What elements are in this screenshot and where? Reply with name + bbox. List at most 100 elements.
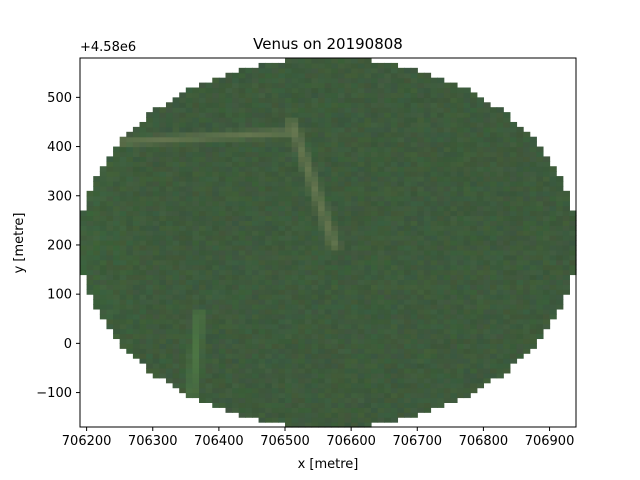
raster-pixel <box>159 308 167 315</box>
raster-pixel <box>331 146 339 153</box>
raster-pixel <box>417 377 425 384</box>
raster-pixel <box>146 200 154 207</box>
raster-pixel <box>357 387 365 394</box>
raster-pixel <box>364 412 372 418</box>
raster-pixel <box>291 121 299 128</box>
raster-pixel <box>192 338 200 344</box>
raster-pixel <box>318 82 326 89</box>
raster-pixel <box>285 67 293 74</box>
raster-pixel <box>397 102 405 108</box>
raster-pixel <box>542 240 551 246</box>
raster-pixel <box>364 249 372 256</box>
raster-pixel <box>298 407 306 413</box>
raster-pixel <box>370 176 379 182</box>
raster-pixel <box>86 225 94 231</box>
raster-pixel <box>318 205 326 212</box>
raster-pixel <box>370 343 379 349</box>
raster-pixel <box>238 363 246 369</box>
raster-pixel <box>470 161 478 167</box>
raster-pixel <box>93 294 101 300</box>
raster-pixel <box>450 156 458 162</box>
raster-pixel <box>311 136 319 143</box>
raster-pixel <box>390 210 399 217</box>
raster-pixel <box>265 338 273 344</box>
raster-pixel <box>298 367 306 374</box>
raster-pixel <box>199 294 207 300</box>
raster-pixel <box>536 323 544 330</box>
raster-pixel <box>351 313 359 320</box>
raster-pixel <box>126 328 134 335</box>
raster-pixel <box>364 318 372 325</box>
raster-pixel <box>251 397 260 403</box>
raster-pixel <box>397 338 405 344</box>
raster-pixel <box>298 151 306 157</box>
raster-pixel <box>212 348 220 354</box>
raster-pixel <box>106 235 114 241</box>
raster-pixel <box>417 333 425 340</box>
raster-pixel <box>205 274 213 280</box>
raster-pixel <box>199 333 207 340</box>
raster-pixel <box>344 230 352 236</box>
raster-pixel <box>483 126 491 133</box>
raster-pixel <box>357 185 365 192</box>
raster-pixel <box>503 279 511 285</box>
raster-pixel <box>152 205 160 212</box>
raster-pixel <box>152 161 160 167</box>
raster-pixel <box>218 338 227 344</box>
raster-pixel <box>251 82 260 89</box>
raster-pixel <box>159 323 167 330</box>
raster-pixel <box>238 200 246 207</box>
raster-pixel <box>318 102 326 108</box>
raster-pixel <box>251 225 260 231</box>
raster-pixel <box>278 117 286 123</box>
raster-pixel <box>364 328 372 335</box>
raster-pixel <box>503 126 511 133</box>
raster-pixel <box>476 363 485 369</box>
raster-pixel <box>172 338 180 344</box>
raster-pixel <box>450 343 458 349</box>
raster-pixel <box>271 244 279 251</box>
plot-frame <box>79 57 577 428</box>
raster-pixel <box>542 200 551 207</box>
raster-pixel <box>324 348 332 354</box>
raster-pixel <box>324 131 332 138</box>
raster-pixel <box>165 249 174 256</box>
raster-pixel <box>298 412 306 418</box>
raster-pixel <box>324 392 332 399</box>
raster-pixel <box>218 387 227 394</box>
raster-pixel <box>146 353 154 359</box>
raster-pixel <box>523 343 531 349</box>
raster-pixel <box>238 82 246 89</box>
raster-pixel <box>298 205 306 212</box>
raster-pixel <box>344 166 352 172</box>
raster-pixel <box>106 181 114 187</box>
raster-pixel <box>483 235 491 241</box>
raster-pixel <box>311 412 319 418</box>
raster-pixel <box>304 240 313 246</box>
raster-pixel <box>357 87 365 94</box>
raster-pixel <box>106 215 114 221</box>
raster-pixel <box>199 97 207 103</box>
raster-pixel <box>542 323 551 330</box>
raster-pixel <box>410 235 418 241</box>
raster-pixel <box>86 235 94 241</box>
raster-pixel <box>357 422 365 428</box>
raster-pixel <box>437 146 445 153</box>
raster-pixel <box>523 313 531 320</box>
raster-pixel <box>238 72 246 79</box>
raster-pixel <box>344 308 352 315</box>
raster-pixel <box>357 62 365 69</box>
raster-pixel <box>370 107 379 113</box>
raster-pixel <box>139 313 147 320</box>
raster-pixel <box>344 407 352 413</box>
raster-pixel <box>205 235 213 241</box>
raster-pixel <box>119 289 127 295</box>
raster-pixel <box>258 264 266 271</box>
raster-pixel <box>430 230 438 236</box>
raster-pixel <box>172 382 180 389</box>
raster-pixel <box>318 77 326 84</box>
raster-pixel <box>146 185 154 192</box>
raster-pixel <box>271 230 279 236</box>
raster-pixel <box>192 323 200 330</box>
raster-pixel <box>238 244 246 251</box>
